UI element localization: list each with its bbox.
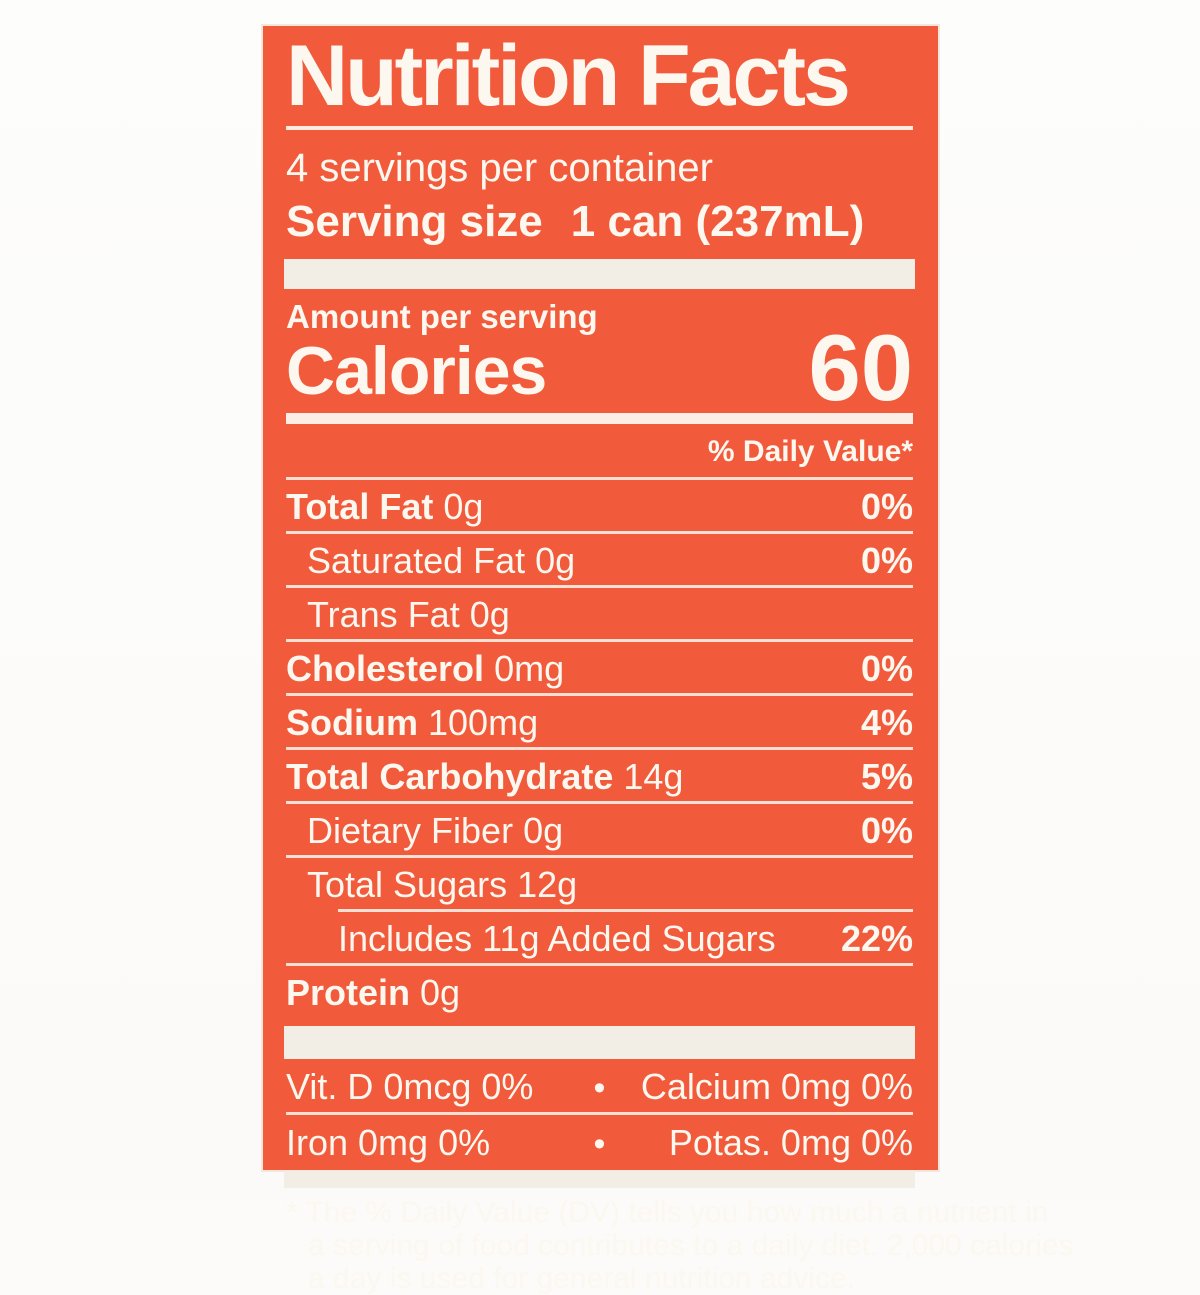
nutrient-row-cholesterol: Cholesterol 0mg 0% [286, 642, 913, 696]
vitamin-d-value: Vit. D 0mcg 0% [286, 1066, 534, 1107]
nutrient-dv: 0% [860, 648, 913, 689]
footnote-line: a day is used for general nutrition advi… [308, 1262, 855, 1295]
micronutrient-row-1: Vit. D 0mcg 0% • Calcium 0mg 0% [286, 1059, 913, 1112]
serving-size-value: 1 can (237mL) [570, 197, 865, 246]
nutrient-row-trans-fat: Trans Fat 0g [286, 588, 913, 642]
calories-value: 60 [808, 315, 913, 420]
nutrient-amount: 0g [420, 972, 461, 1013]
serving-size-row: Serving size 1 can (237mL) [286, 196, 913, 248]
nutrient-name: Dietary Fiber [307, 810, 514, 851]
nutrient-dv: 0% [860, 486, 913, 527]
nutrient-name: Cholesterol [286, 648, 485, 689]
amount-per-serving: Amount per serving [286, 298, 598, 335]
nutrient-amount: 100mg [428, 702, 539, 743]
nutrient-name: Total Sugars [307, 864, 508, 905]
nutrient-amount: 0g [469, 594, 510, 635]
nutrient-row-added-sugars: Includes 11g Added Sugars 22% [286, 912, 913, 966]
nutrient-row-total-fat: Total Fat 0g 0% [286, 480, 913, 534]
daily-value-footnote: * The % Daily Value (DV) tells you how m… [286, 1196, 1074, 1295]
nutrient-dv: 4% [860, 702, 913, 743]
daily-value-header: % Daily Value* [286, 436, 913, 480]
bullet-separator-icon: • [593, 1125, 606, 1163]
nutrition-facts-label: Nutrition Facts 4 servings per container… [261, 24, 1073, 1295]
nutrient-row-protein: Protein 0g [286, 966, 913, 1017]
nutrient-amount: 0g [523, 810, 564, 851]
footnote-line: a serving of food contributes to a daily… [308, 1229, 1074, 1262]
nutrient-dv: 0% [860, 540, 913, 581]
nutrient-amount: 14g [623, 756, 684, 797]
nutrient-amount: 0mg [494, 648, 565, 689]
calcium-value: Calcium 0mg 0% [640, 1066, 913, 1107]
nutrient-row-sodium: Sodium 100mg 4% [286, 696, 913, 750]
bullet-separator-icon: • [593, 1069, 606, 1107]
nutrient-dv: 22% [840, 918, 913, 959]
added-sugars-inset-rule [338, 909, 913, 912]
nutrient-name: Total Fat [286, 486, 434, 527]
iron-value: Iron 0mg 0% [286, 1122, 491, 1163]
nutrient-name: Trans Fat [307, 594, 460, 635]
divider-bar-middle [284, 1026, 915, 1059]
nutrient-dv: 0% [860, 810, 913, 851]
micronutrient-divider [286, 1112, 913, 1115]
micronutrient-row-2: Iron 0mg 0% • Potas. 0mg 0% [286, 1115, 913, 1168]
servings-per-container: 4 servings per container [286, 146, 713, 190]
nutrient-row-total-sugars: Total Sugars 12g [286, 858, 913, 909]
nutrient-name: Protein [286, 972, 411, 1013]
divider-bar-bottom [284, 1171, 915, 1188]
nutrient-dv: 5% [860, 756, 913, 797]
nutrient-row-saturated-fat: Saturated Fat 0g 0% [286, 534, 913, 588]
page-background: Nutrition Facts 4 servings per container… [0, 0, 1200, 1200]
calories-label: Calories [286, 333, 547, 409]
divider-bar-top [284, 259, 915, 289]
nutrient-name: Total Carbohydrate [286, 756, 614, 797]
calories-row: Calories 60 [286, 315, 913, 420]
serving-size-label: Serving size [286, 197, 543, 246]
nutrient-name: Includes 11g Added Sugars [338, 918, 776, 959]
nutrient-amount: 0g [535, 540, 576, 581]
footnote-line: * The % Daily Value (DV) tells you how m… [286, 1196, 1049, 1229]
nutrient-row-total-carbohydrate: Total Carbohydrate 14g 5% [286, 750, 913, 804]
label-title: Nutrition Facts [286, 26, 913, 130]
potassium-value: Potas. 0mg 0% [668, 1122, 913, 1163]
nutrient-row-dietary-fiber: Dietary Fiber 0g 0% [286, 804, 913, 858]
nutrient-name: Sodium [286, 702, 418, 743]
calories-thick-rule [286, 413, 913, 424]
nutrient-amount: 0g [443, 486, 484, 527]
nutrient-amount: 12g [517, 864, 578, 905]
nutrient-name: Saturated Fat [307, 540, 526, 581]
